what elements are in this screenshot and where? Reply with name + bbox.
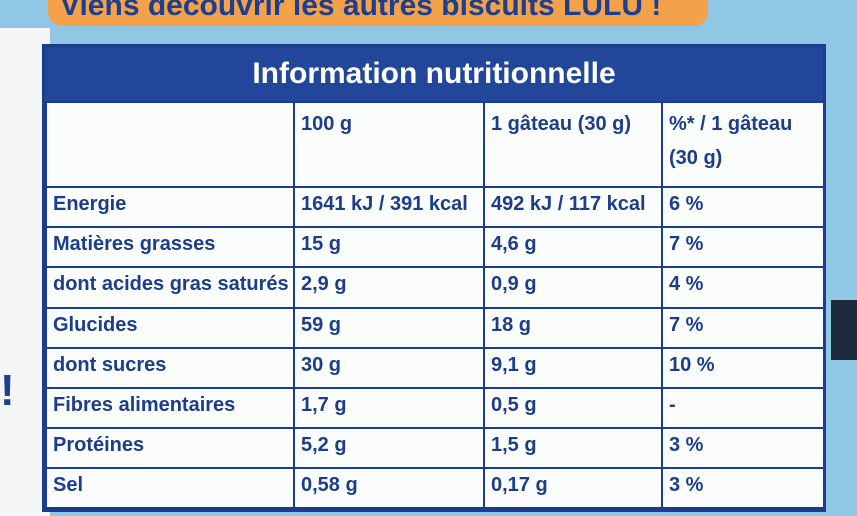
row-label: Protéines — [45, 426, 295, 469]
value-percent: 3 % — [661, 426, 825, 469]
value-100g: 1641 kJ / 391 kcal — [293, 186, 485, 229]
panel-title: Information nutritionnelle — [45, 47, 823, 101]
row-label: Glucides — [45, 306, 295, 349]
value-100g: 5,2 g — [293, 426, 485, 469]
row-label: dont acides gras saturés — [45, 266, 295, 309]
row-label: Fibres alimentaires — [45, 386, 295, 429]
value-per-cake: 492 kJ / 117 kcal — [483, 186, 663, 229]
value-100g: 59 g — [293, 306, 485, 349]
value-percent: 6 % — [661, 186, 825, 229]
value-100g: 0,58 g — [293, 466, 485, 510]
value-per-cake: 0,17 g — [483, 466, 663, 510]
table-row: Energie 1641 kJ / 391 kcal 492 kJ / 117 … — [45, 186, 825, 229]
side-exclamation: ! — [0, 366, 15, 415]
value-percent: - — [661, 386, 825, 429]
table-row: dont sucres 30 g 9,1 g 10 % — [45, 346, 825, 389]
row-label: Matières grasses — [45, 226, 295, 269]
value-per-cake: 18 g — [483, 306, 663, 349]
header-cell-per-cake: 1 gâteau (30 g) — [483, 100, 663, 189]
value-per-cake: 9,1 g — [483, 346, 663, 389]
value-100g: 1,7 g — [293, 386, 485, 429]
value-percent: 10 % — [661, 346, 825, 389]
value-100g: 15 g — [293, 226, 485, 269]
table-row: Fibres alimentaires 1,7 g 0,5 g - — [45, 386, 825, 429]
header-cell-percent: %* / 1 gâteau (30 g) — [661, 100, 825, 189]
header-cell-label — [45, 100, 295, 189]
row-label: dont sucres — [45, 346, 295, 389]
row-label: Sel — [45, 466, 295, 510]
value-percent: 7 % — [661, 306, 825, 349]
value-percent: 7 % — [661, 226, 825, 269]
nutrition-panel: Information nutritionnelle 100 g 1 gâtea… — [42, 44, 826, 512]
value-100g: 2,9 g — [293, 266, 485, 309]
nutrition-table: 100 g 1 gâteau (30 g) %* / 1 gâteau (30 … — [45, 100, 825, 510]
value-per-cake: 0,5 g — [483, 386, 663, 429]
right-packaging-edge — [831, 300, 857, 360]
value-per-cake: 0,9 g — [483, 266, 663, 309]
banner-strip: Viens découvrir les autres biscuits LULU… — [48, 0, 708, 26]
table-row: dont acides gras saturés 2,9 g 0,9 g 4 % — [45, 266, 825, 309]
row-label: Energie — [45, 186, 295, 229]
left-packaging-edge — [0, 28, 50, 516]
value-percent: 4 % — [661, 266, 825, 309]
value-per-cake: 4,6 g — [483, 226, 663, 269]
table-row: Glucides 59 g 18 g 7 % — [45, 306, 825, 349]
table-row: Sel 0,58 g 0,17 g 3 % — [45, 466, 825, 510]
value-percent: 3 % — [661, 466, 825, 510]
value-100g: 30 g — [293, 346, 485, 389]
table-row: Protéines 5,2 g 1,5 g 3 % — [45, 426, 825, 469]
table-header-row: 100 g 1 gâteau (30 g) %* / 1 gâteau (30 … — [45, 100, 825, 189]
table-row: Matières grasses 15 g 4,6 g 7 % — [45, 226, 825, 269]
header-cell-100g: 100 g — [293, 100, 485, 189]
value-per-cake: 1,5 g — [483, 426, 663, 469]
